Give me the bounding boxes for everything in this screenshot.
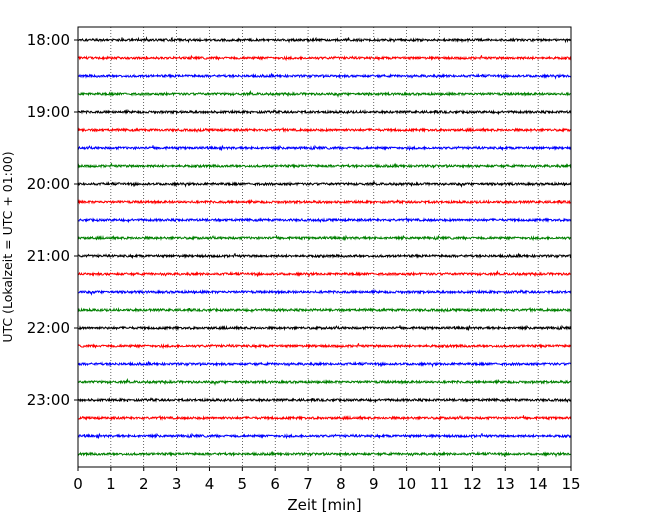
x-tick-label: 12 — [463, 475, 482, 493]
x-tick-label: 13 — [496, 475, 515, 493]
x-tick-label: 14 — [529, 475, 548, 493]
trace-line — [77, 216, 572, 224]
trace-line — [77, 36, 572, 44]
trace-line — [77, 360, 572, 368]
x-tick-label: 8 — [336, 475, 346, 493]
y-axis: 18:00 19:00 20:00 21:00 22:00 23:00 — [27, 31, 78, 409]
trace-line — [77, 343, 572, 350]
trace-line — [77, 162, 572, 169]
plot-frame — [77, 26, 572, 468]
trace-line — [77, 179, 572, 188]
x-tick-label: 4 — [205, 475, 215, 493]
trace-line — [77, 324, 572, 332]
x-tick-label: 9 — [369, 475, 379, 493]
trace-line — [77, 288, 572, 296]
trace-line — [77, 269, 572, 278]
x-tick-label: 1 — [106, 475, 116, 493]
x-tick-label: 2 — [139, 475, 149, 493]
trace-line — [77, 72, 572, 80]
trace-line — [77, 306, 572, 314]
y-tick-label: 20:00 — [27, 175, 70, 193]
x-tick-label: 3 — [172, 475, 182, 493]
trace-line — [77, 234, 572, 242]
grid-layer — [110, 27, 539, 467]
x-tick-label: 11 — [430, 475, 449, 493]
x-axis-label: Zeit [min] — [287, 496, 361, 514]
y-tick-label: 19:00 — [27, 103, 70, 121]
y-tick-label: 23:00 — [27, 391, 70, 409]
trace-line — [77, 144, 572, 152]
trace-line — [77, 54, 572, 62]
x-tick-label: 7 — [303, 475, 313, 493]
x-tick-label: 0 — [73, 475, 83, 493]
trace-line — [77, 108, 572, 116]
y-tick-label: 22:00 — [27, 319, 70, 337]
x-tick-label: 15 — [561, 475, 580, 493]
y-tick-label: 21:00 — [27, 247, 70, 265]
trace-line — [77, 89, 572, 98]
trace-line — [77, 450, 572, 458]
y-axis-label: UTC (Lokalzeit = UTC + 01:00) — [0, 151, 15, 342]
trace-line — [77, 377, 572, 386]
x-axis: 0 1 2 3 4 5 6 7 8 9 10 11 12 13 14 15 — [73, 467, 581, 493]
x-tick-label: 5 — [238, 475, 248, 493]
x-tick-label: 6 — [270, 475, 280, 493]
trace-line — [77, 198, 572, 205]
trace-line — [77, 432, 572, 440]
x-tick-label: 10 — [397, 475, 416, 493]
trace-line — [77, 126, 572, 134]
y-tick-label: 18:00 — [27, 31, 70, 49]
trace-line — [77, 252, 572, 260]
traces-layer — [77, 36, 572, 458]
trace-line — [77, 396, 572, 404]
trace-line — [77, 414, 572, 422]
